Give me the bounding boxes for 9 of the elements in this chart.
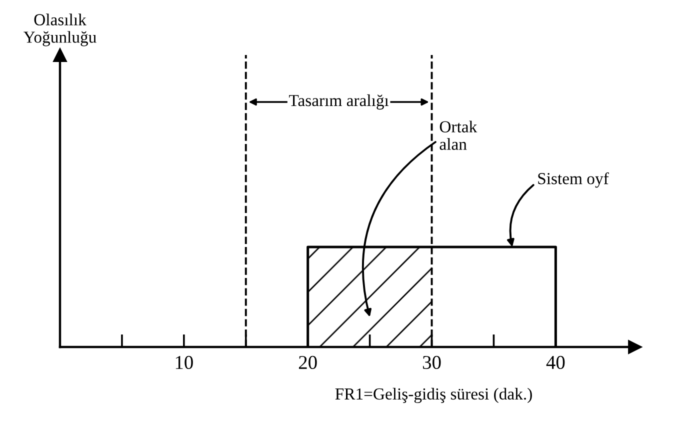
text: Olasılık Yoğunluğu (24, 14, 96, 46)
x-tick-label: 30 (422, 356, 441, 370)
text: Tasarım aralığı (289, 94, 389, 110)
x-tick-label: 10 (176, 356, 193, 370)
x-tick-label: 40 (546, 356, 565, 370)
x-axis-title: FR1=Geliş-gidiş süresi (dak.) (335, 388, 532, 404)
x-tick-label: 20 (298, 356, 317, 370)
text: Ortak alan (440, 120, 478, 150)
text: Sistem oyf (538, 172, 609, 188)
